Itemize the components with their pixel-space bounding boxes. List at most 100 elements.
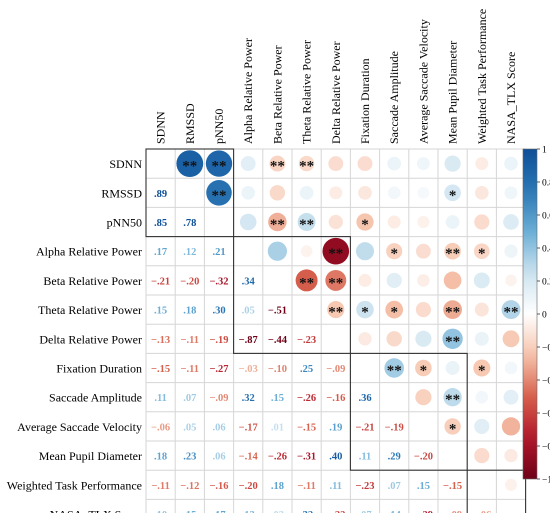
correlation-value: −.09 — [326, 364, 345, 375]
correlation-circle — [322, 237, 350, 265]
correlation-value: .10 — [154, 510, 167, 513]
correlation-circle — [328, 214, 343, 230]
correlation-value: −.21 — [151, 276, 170, 287]
correlation-value: .21 — [212, 247, 225, 258]
cluster-box — [349, 352, 468, 471]
correlation-value: .23 — [183, 452, 196, 463]
correlation-value: −.17 — [239, 422, 258, 433]
correlation-value: −.20 — [414, 452, 433, 463]
correlation-circle — [503, 389, 519, 405]
correlation-circle — [474, 331, 489, 346]
correlation-circle — [386, 331, 402, 347]
correlation-value: −.27 — [209, 364, 228, 375]
correlation-value: −.12 — [180, 481, 199, 492]
correlation-circle — [474, 185, 489, 200]
correlation-value: −.19 — [209, 335, 228, 346]
correlation-value: .01 — [271, 422, 284, 433]
correlation-value: .25 — [300, 364, 313, 375]
correlation-value: .05 — [183, 422, 196, 433]
correlation-circle — [444, 418, 461, 435]
correlation-circle — [298, 155, 315, 172]
correlation-value: −.11 — [181, 364, 200, 375]
colorbar-tick-label: 0.4 — [542, 245, 550, 255]
row-label: Theta Relative Power — [38, 303, 142, 317]
correlation-circle — [504, 361, 518, 375]
correlation-circle — [444, 155, 461, 172]
correlation-circle — [241, 185, 256, 200]
correlation-value: .34 — [242, 276, 256, 287]
significance-mark: ** — [299, 275, 314, 291]
correlation-value: .07 — [358, 510, 371, 513]
correlation-value: .36 — [358, 393, 371, 404]
correlation-circle — [356, 300, 374, 319]
correlation-circle — [205, 150, 233, 177]
cluster-box — [233, 236, 351, 354]
correlation-circle — [387, 156, 402, 171]
significance-mark: ** — [299, 159, 314, 175]
correlation-value: −.09 — [443, 510, 462, 513]
correlation-circle — [475, 390, 489, 404]
correlation-circle — [239, 213, 257, 231]
row-label: Delta Relative Power — [39, 332, 142, 346]
correlation-value: −.10 — [268, 364, 287, 375]
significance-mark: ** — [270, 217, 285, 233]
correlation-circle — [417, 274, 430, 287]
correlation-value: −.15 — [297, 422, 316, 433]
column-label: Alpha Relative Power — [241, 38, 255, 144]
correlation-value: −.23 — [355, 481, 374, 492]
correlation-circle — [504, 186, 518, 200]
correlation-circle — [501, 417, 521, 436]
correlation-value: .11 — [154, 393, 167, 404]
correlation-value: .78 — [183, 218, 196, 229]
correlation-circle — [504, 156, 518, 171]
correlation-circle — [295, 269, 318, 292]
row-label: Average Saccade Velocity — [17, 420, 142, 434]
colorbar-tick-label: −0.8 — [542, 443, 550, 453]
correlation-value: −.29 — [414, 510, 433, 513]
correlation-value: −.06 — [151, 422, 170, 433]
colorbar-tick-label: 1 — [542, 146, 547, 156]
correlation-value: −.26 — [297, 393, 316, 404]
column-label: Average Saccade Velocity — [416, 19, 430, 144]
correlation-value: .32 — [242, 393, 255, 404]
row-label: Alpha Relative Power — [36, 245, 142, 259]
correlation-circle — [386, 272, 402, 288]
colorbar-tick-label: 0 — [542, 311, 547, 321]
correlation-value: −.19 — [385, 422, 404, 433]
correlation-circle — [417, 186, 430, 199]
significance-mark: * — [390, 246, 398, 262]
correlation-value: −.31 — [297, 452, 316, 463]
correlation-circle — [268, 212, 287, 232]
correlation-value: −.03 — [239, 364, 258, 375]
correlation-value: −.16 — [326, 393, 345, 404]
correlation-circle — [357, 156, 373, 172]
row-label: Mean Pupil Diameter — [39, 449, 142, 463]
colorbar-tick-label: −0.4 — [542, 377, 550, 387]
correlation-circle — [240, 156, 256, 172]
significance-mark: ** — [182, 159, 197, 175]
correlation-circle — [443, 271, 462, 290]
correlation-value: −.09 — [209, 393, 228, 404]
correlation-circle — [417, 215, 430, 229]
correlation-value: .29 — [388, 452, 401, 463]
row-label: SDNN — [109, 157, 142, 171]
correlation-circle — [504, 244, 518, 258]
column-label: RMSSD — [183, 103, 197, 144]
correlation-value: .17 — [154, 247, 167, 258]
correlation-value: .11 — [330, 481, 343, 492]
colorbar — [522, 148, 538, 480]
correlation-circle — [504, 448, 518, 463]
correlation-circle — [443, 388, 462, 407]
correlation-circle — [474, 214, 490, 230]
significance-mark: ** — [328, 275, 343, 291]
colorbar-tick-label: 0.6 — [542, 212, 550, 222]
correlation-value: −.44 — [268, 335, 288, 346]
correlation-value: .12 — [183, 247, 196, 258]
correlation-value: .18 — [154, 452, 167, 463]
correlation-value: .18 — [183, 306, 196, 317]
significance-mark: * — [361, 305, 369, 321]
correlation-circle — [473, 272, 490, 289]
significance-mark: ** — [445, 246, 460, 262]
correlation-circle — [445, 361, 460, 375]
